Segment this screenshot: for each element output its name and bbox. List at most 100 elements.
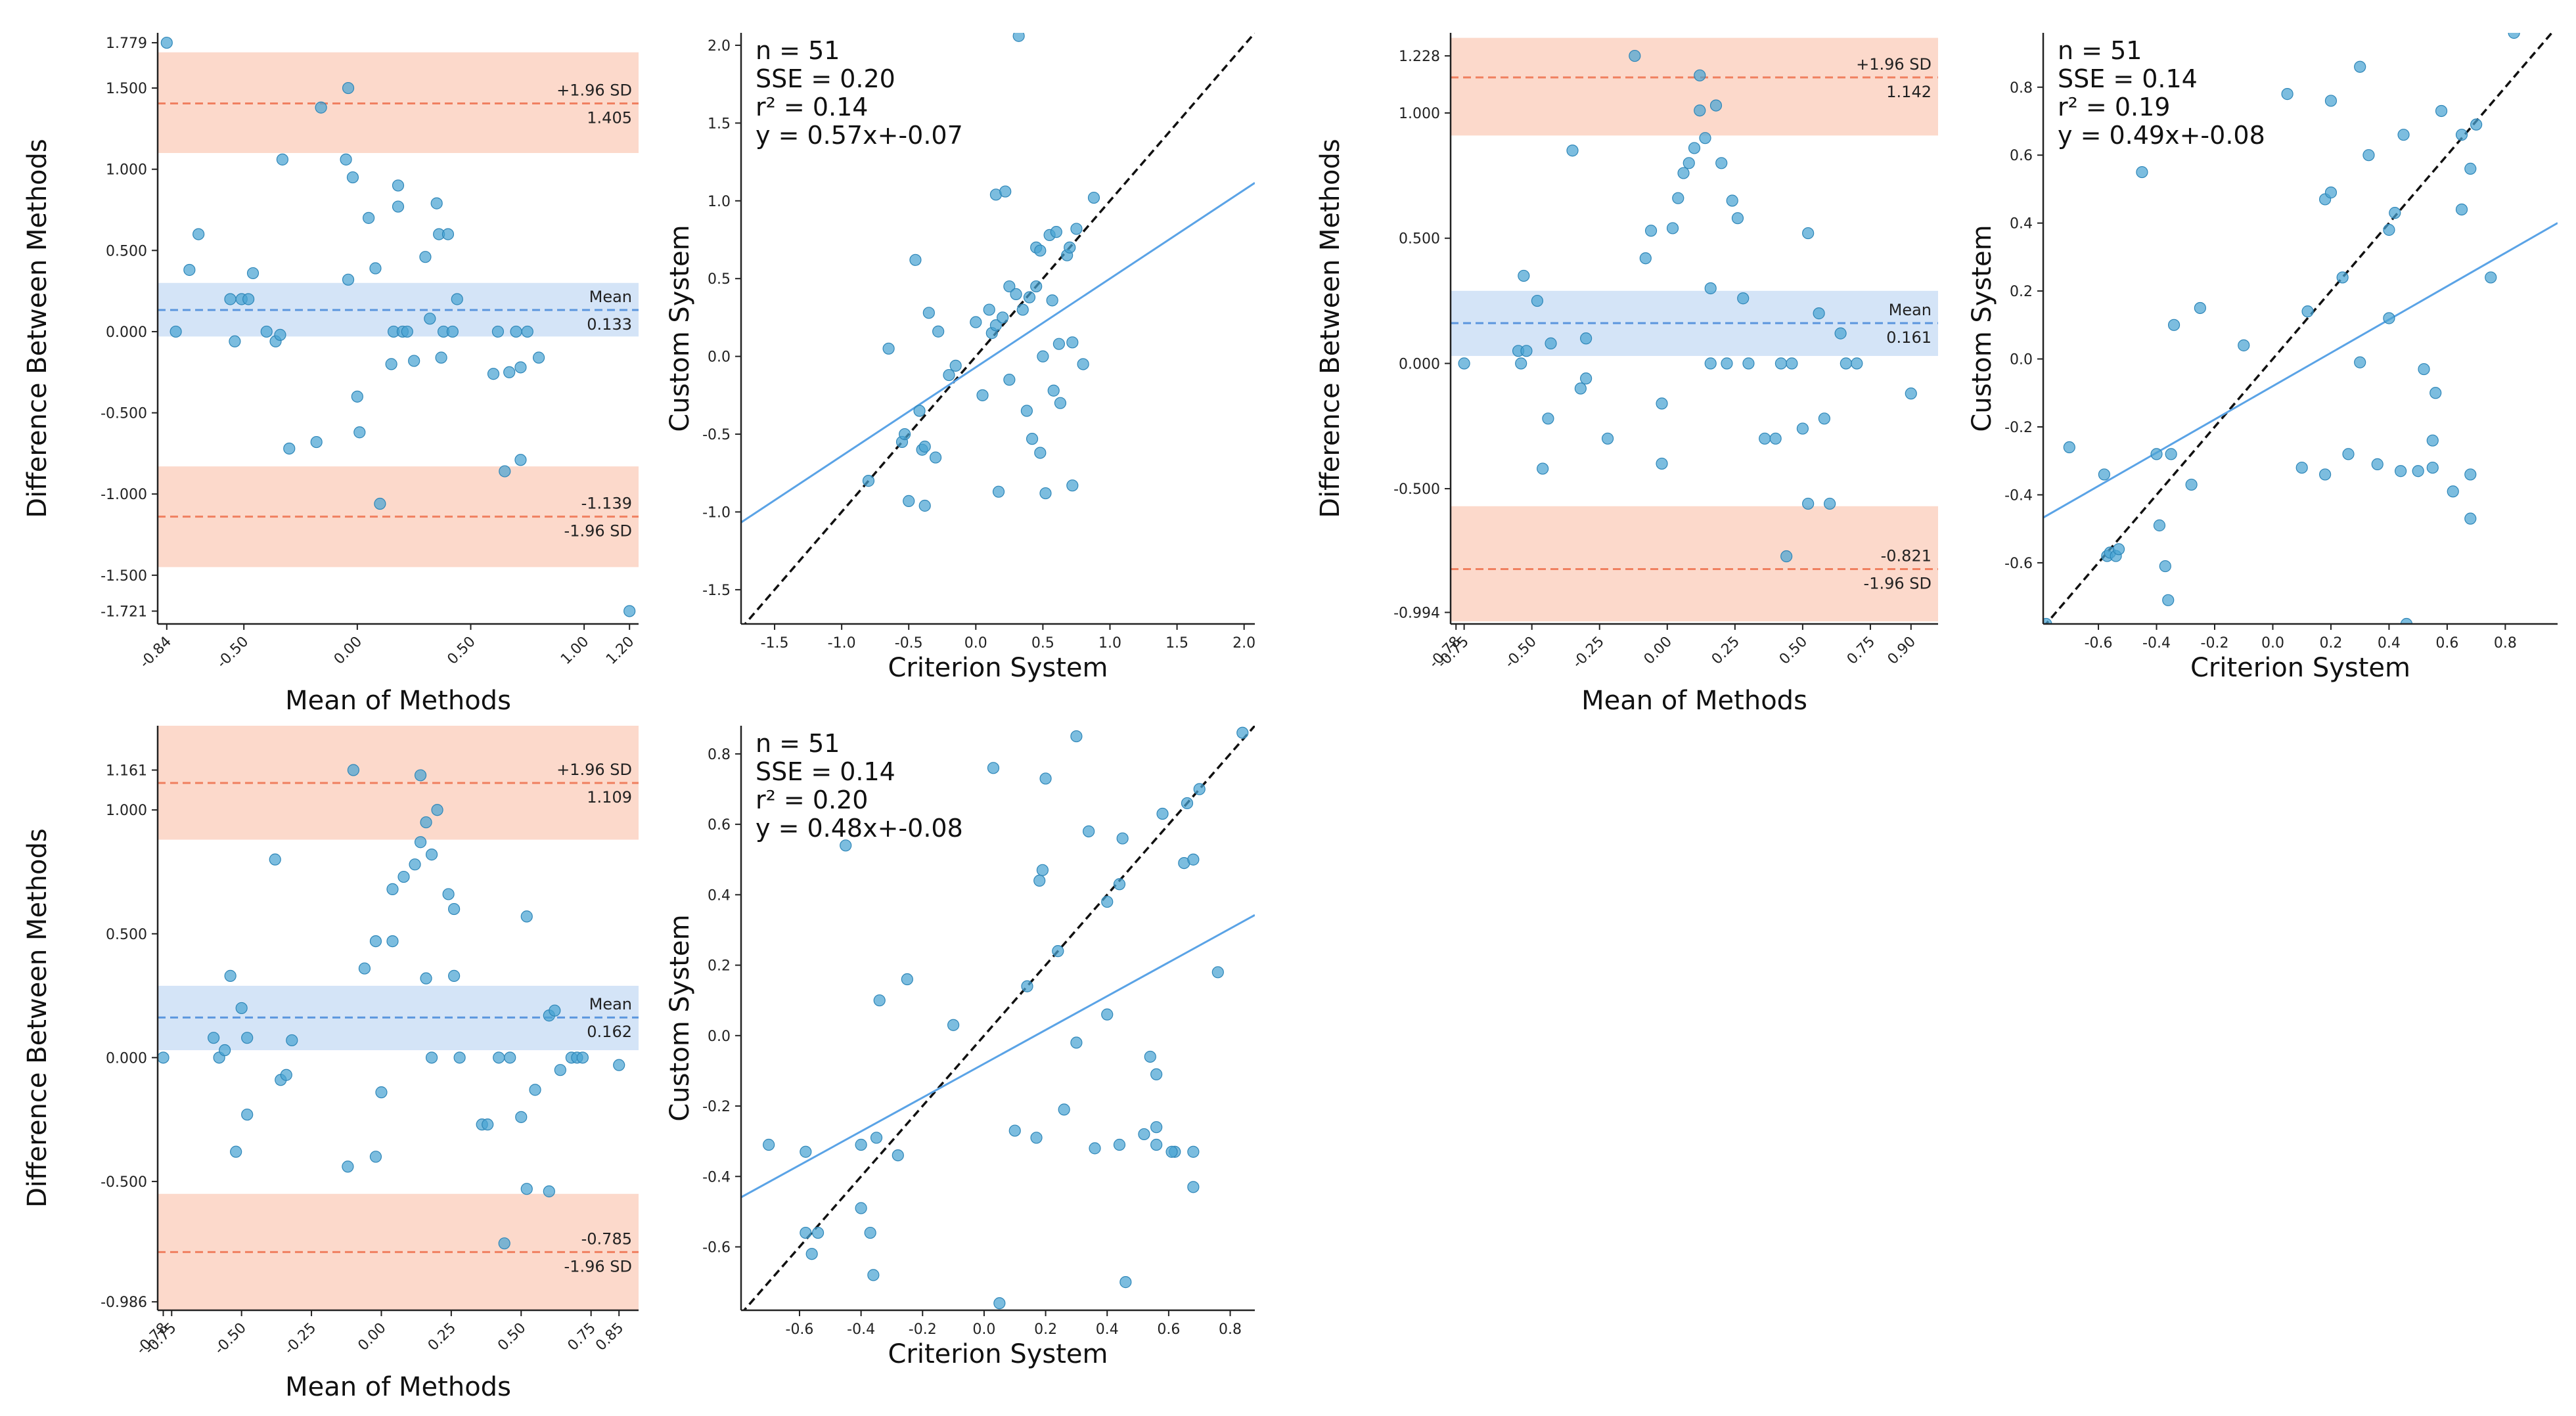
data-point	[983, 303, 995, 316]
identity-line	[742, 726, 1255, 1310]
data-point	[1101, 1008, 1114, 1021]
x-tick-label: 0.4	[1096, 1321, 1119, 1338]
data-point	[1150, 1121, 1163, 1134]
data-point	[503, 366, 516, 378]
data-point	[2185, 478, 2198, 491]
data-point	[2412, 465, 2424, 477]
x-tick-label: 0.90	[1885, 634, 1919, 668]
data-point	[2354, 356, 2366, 368]
mean-value: 0.162	[587, 1023, 632, 1041]
plot-area	[2043, 33, 2558, 624]
data-point	[392, 179, 405, 192]
data-point	[1181, 797, 1194, 810]
x-axis-label: Criterion System	[888, 653, 1108, 683]
data-point	[504, 1051, 516, 1064]
data-point	[1786, 357, 1798, 370]
data-point	[1033, 874, 1046, 887]
y-tick-label: 1.779	[106, 35, 147, 52]
y-tick-label: -0.500	[101, 1174, 147, 1191]
y-tick-label: 0.2	[708, 958, 731, 975]
r2-label: r² = 0.19	[2058, 93, 2170, 122]
y-tick-label: 1.500	[106, 81, 147, 97]
plot-area	[158, 726, 639, 1310]
data-point	[1089, 1142, 1101, 1155]
data-point	[448, 902, 461, 916]
data-point	[576, 1051, 589, 1064]
y-tick-label: -0.2	[702, 1099, 731, 1115]
data-point	[1187, 853, 1200, 866]
data-point	[342, 81, 355, 95]
data-point	[276, 153, 289, 166]
data-point	[2165, 448, 2177, 460]
data-point	[1144, 1050, 1156, 1063]
n-label: n = 51	[756, 36, 840, 65]
data-point	[2194, 301, 2206, 315]
equation-label: y = 0.49x+-0.08	[2058, 121, 2265, 150]
data-point	[315, 101, 327, 114]
y-tick-label: -1.5	[702, 583, 731, 599]
data-point	[2383, 312, 2395, 324]
x-tick-label: 0.50	[495, 1320, 529, 1354]
upper-loa-value: 1.405	[587, 109, 632, 127]
data-point	[451, 293, 463, 305]
data-point	[997, 311, 1009, 324]
data-point	[358, 962, 371, 975]
data-point	[855, 1138, 867, 1151]
data-point	[514, 454, 527, 466]
data-point	[1036, 864, 1049, 876]
data-point	[2153, 519, 2166, 532]
data-point	[2136, 166, 2148, 179]
data-point	[241, 1108, 254, 1121]
r2-label: r² = 0.20	[756, 785, 868, 814]
lower-sd-label: -1.96 SD	[564, 1257, 632, 1275]
data-point	[1905, 387, 1917, 400]
y-tick-label: 0.8	[2010, 80, 2033, 97]
data-point	[1113, 1138, 1126, 1151]
data-point	[800, 1226, 812, 1239]
data-point	[2324, 95, 2338, 107]
y-tick-label: 1.5	[708, 116, 731, 132]
data-point	[1601, 432, 1614, 445]
y-tick-label: 0.0	[708, 1029, 731, 1045]
data-point	[763, 1138, 775, 1151]
x-tick-label: 0.2	[2319, 635, 2342, 652]
data-point	[425, 849, 438, 861]
data-point	[929, 451, 942, 464]
data-point	[1694, 104, 1706, 117]
data-point	[1003, 280, 1016, 293]
data-point	[1677, 167, 1690, 179]
data-point	[1101, 895, 1114, 908]
mean-value: 0.133	[587, 315, 632, 334]
y-tick-label: 1.228	[1399, 49, 1440, 65]
data-point	[987, 762, 1000, 774]
x-tick-label: 0.2	[1034, 1321, 1057, 1338]
data-point	[498, 1237, 510, 1250]
data-point	[346, 171, 359, 184]
data-point	[992, 485, 1005, 498]
data-point	[1034, 447, 1047, 459]
data-point	[2362, 149, 2375, 162]
data-point	[1066, 336, 1079, 349]
data-point	[1542, 412, 1554, 425]
data-point	[909, 254, 922, 266]
data-point	[351, 390, 363, 403]
data-point	[970, 316, 982, 328]
data-point	[2397, 129, 2410, 141]
data-point	[2112, 543, 2125, 556]
y-tick-label: -0.6	[2004, 556, 2033, 572]
r2-label: r² = 0.14	[756, 93, 868, 122]
panel-ba-2: +1.96 SD 1.142 Mean 0.161 -0.821 -1.96 SD 1.22…	[1315, 33, 1938, 716]
data-point	[2429, 387, 2442, 399]
x-tick-label: 0.50	[1776, 634, 1811, 668]
x-tick-label: 0.50	[444, 634, 478, 668]
data-point	[286, 1034, 298, 1047]
y-tick-label: 0.4	[2010, 216, 2033, 232]
data-point	[2371, 458, 2384, 470]
x-tick-label: -0.6	[786, 1321, 814, 1338]
x-tick-label: -1.5	[761, 635, 789, 652]
data-point	[224, 293, 237, 305]
data-point	[1666, 222, 1679, 234]
data-point	[160, 36, 173, 49]
data-point	[1580, 332, 1593, 345]
